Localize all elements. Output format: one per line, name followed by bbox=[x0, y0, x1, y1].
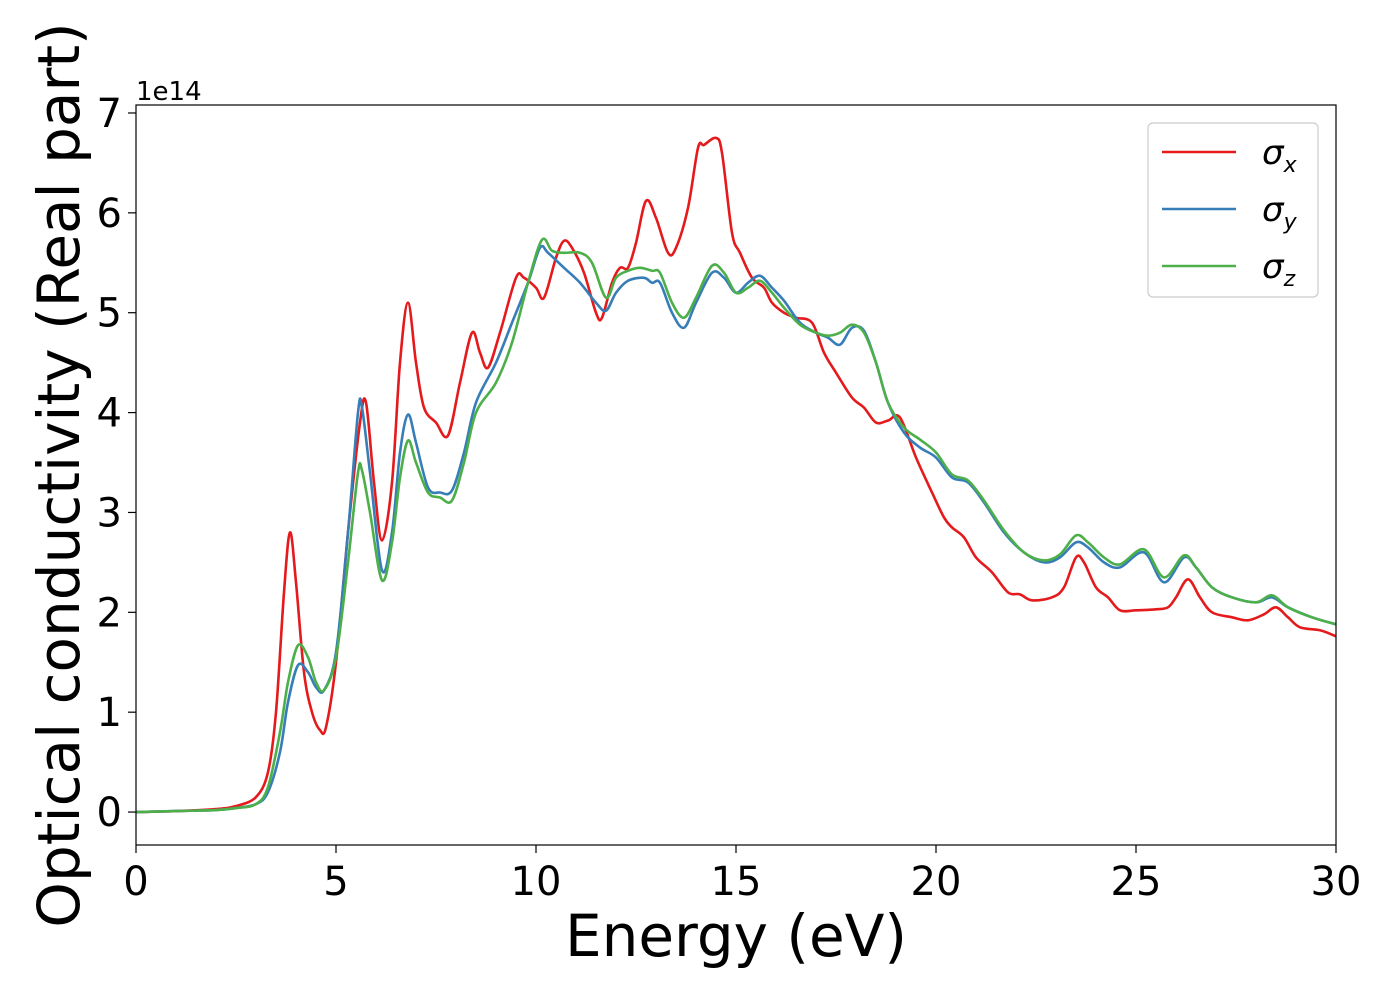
x-tick-label: 15 bbox=[711, 859, 762, 905]
y-tick-label: 3 bbox=[97, 490, 122, 536]
series-line-z bbox=[136, 237, 1336, 814]
x-tick-label: 10 bbox=[511, 859, 562, 905]
y-offset-label: 1e14 bbox=[136, 77, 202, 107]
y-tick-label: 0 bbox=[97, 790, 122, 836]
y-axis-ticks: 0 1 2 3 4 5 6 7 bbox=[97, 91, 136, 836]
series-line-x bbox=[136, 136, 1336, 814]
y-tick-label: 4 bbox=[97, 391, 122, 437]
x-tick-label: 5 bbox=[323, 859, 348, 905]
x-axis-ticks: 0 5 10 15 20 25 30 bbox=[123, 845, 1361, 905]
x-axis-title: Energy (eV) bbox=[565, 902, 907, 970]
x-tick-label: 20 bbox=[911, 859, 962, 905]
y-tick-label: 7 bbox=[97, 91, 122, 137]
series-line-y bbox=[136, 244, 1336, 814]
y-tick-label: 6 bbox=[97, 191, 122, 237]
x-tick-label: 25 bbox=[1111, 859, 1162, 905]
y-tick-label: 5 bbox=[97, 291, 122, 337]
x-tick-label: 0 bbox=[123, 859, 148, 905]
y-tick-label: 1 bbox=[97, 690, 122, 736]
series-layer bbox=[136, 136, 1336, 814]
x-tick-label: 30 bbox=[1311, 859, 1362, 905]
y-axis-title: Optical conductivity (Real part) bbox=[25, 22, 93, 927]
y-tick-label: 2 bbox=[97, 590, 122, 636]
